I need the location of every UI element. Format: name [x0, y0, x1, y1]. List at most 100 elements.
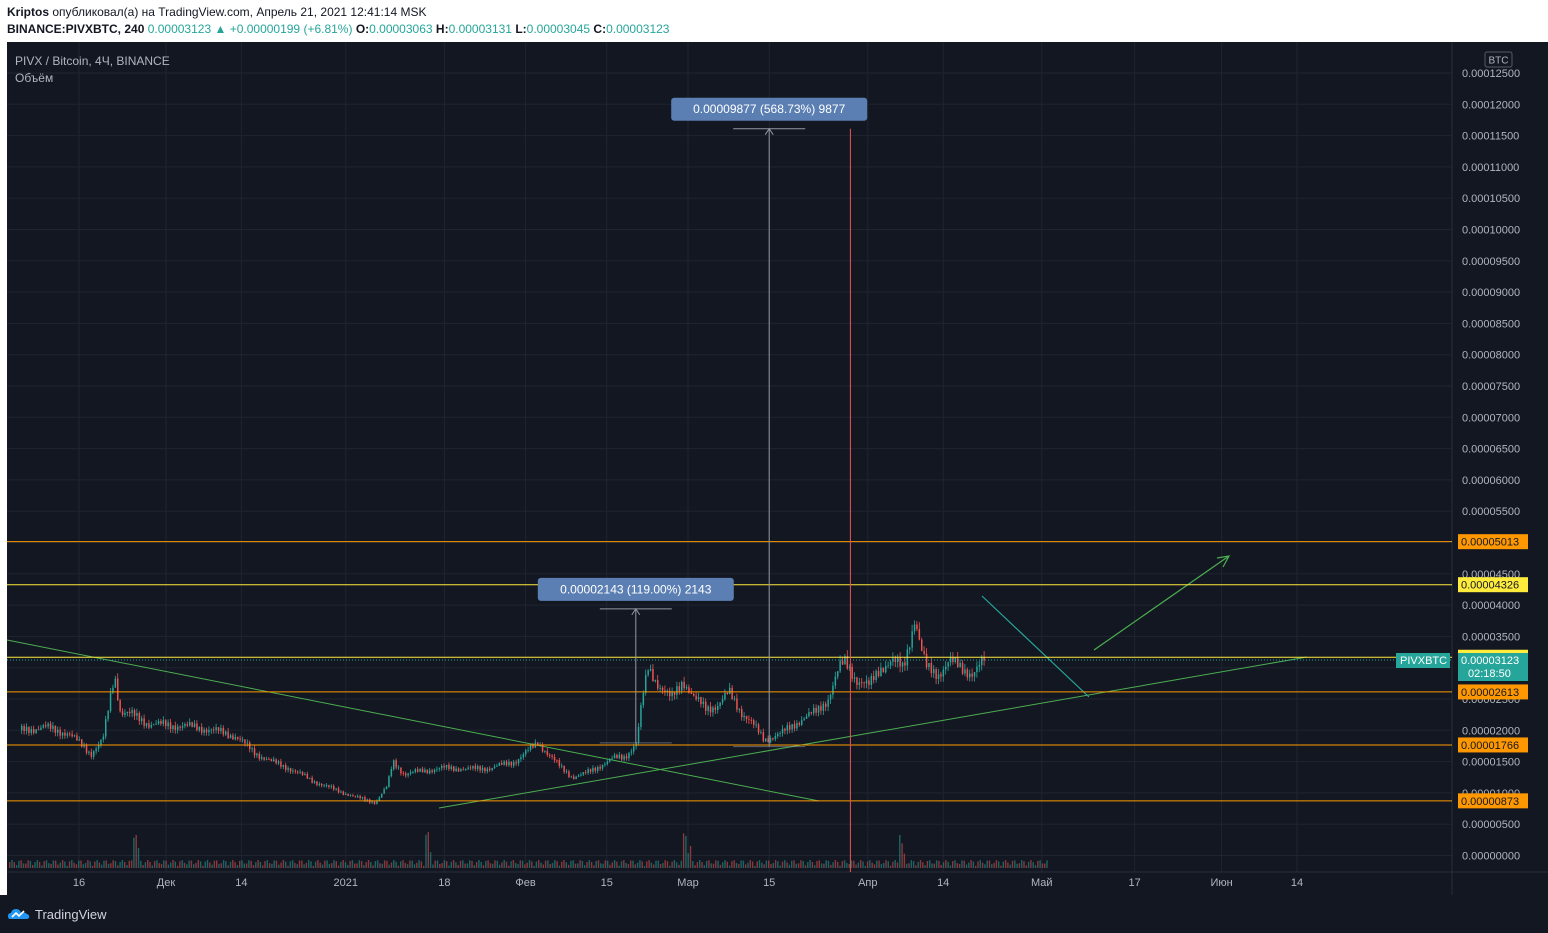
candle-body	[587, 769, 589, 773]
volume-bar	[257, 860, 259, 868]
volume-bar	[535, 861, 538, 868]
volume-bar	[922, 862, 924, 868]
volume-bar	[112, 860, 114, 868]
candle-body	[191, 722, 193, 728]
volume-bar	[452, 860, 455, 868]
candle-body	[539, 744, 541, 747]
volume-bar	[271, 863, 273, 868]
volume-bar	[975, 865, 977, 868]
candle-body	[462, 769, 465, 771]
volume-bar	[604, 860, 607, 868]
series-title[interactable]: PIVX / Bitcoin, 4Ч, BINANCE	[15, 54, 170, 68]
candle-body	[203, 729, 205, 733]
candle-body	[513, 762, 515, 766]
candle-body	[61, 732, 64, 736]
level-price-label: 0.00002613	[1461, 687, 1519, 699]
candle-body	[683, 681, 685, 689]
candle-body	[630, 751, 633, 753]
volume-bar	[807, 862, 809, 868]
volume-bar	[751, 861, 754, 868]
candle-body	[172, 725, 174, 730]
candle-body	[777, 733, 779, 736]
candle-body	[897, 657, 899, 662]
candle-body	[357, 795, 359, 797]
volume-bar	[418, 860, 420, 868]
volume-bar	[508, 865, 510, 868]
volume-bar	[259, 861, 262, 868]
volume-bar	[786, 862, 788, 868]
volume-bar	[133, 837, 135, 868]
candle-body	[220, 728, 222, 731]
volume-bar	[850, 860, 853, 868]
volume-bar	[409, 860, 411, 868]
volume-indicator-label[interactable]: Объём	[15, 71, 54, 85]
candle-body	[217, 727, 220, 731]
volume-bar	[929, 860, 931, 868]
volume-bar	[793, 860, 795, 868]
volume-bar	[264, 861, 266, 868]
candle-body	[868, 680, 870, 685]
volume-bar	[66, 865, 68, 868]
candle-body	[577, 775, 580, 777]
candle-body	[155, 723, 157, 725]
chart-pane[interactable]	[7, 42, 1548, 895]
volume-bar	[250, 860, 252, 868]
volume-bar	[1014, 860, 1016, 868]
candle-body	[493, 766, 496, 768]
volume-bar	[926, 860, 929, 868]
volume-bar	[961, 860, 963, 868]
candle-body	[863, 682, 865, 684]
candle-body	[189, 722, 191, 726]
candle-body	[553, 756, 556, 761]
volume-bar	[588, 860, 590, 868]
volume-bar	[245, 863, 248, 868]
volume-bar	[738, 864, 740, 868]
volume-bar	[694, 865, 696, 868]
volume-bar	[600, 863, 602, 868]
candle-body	[793, 724, 796, 729]
candle-body	[880, 667, 882, 677]
measure-arrow-head	[631, 607, 641, 616]
candle-body	[383, 789, 385, 794]
volume-bar	[420, 861, 423, 868]
volume-bar	[648, 860, 650, 868]
candle-body	[957, 657, 959, 668]
candle-body	[277, 761, 280, 764]
volume-bar	[634, 864, 636, 868]
candle-body	[748, 719, 750, 720]
volume-bar	[942, 862, 945, 868]
volume-bar	[703, 865, 705, 868]
volume-bar	[710, 863, 712, 868]
candle-body	[568, 771, 570, 777]
volume-bar	[342, 860, 344, 868]
candle-body	[628, 752, 630, 759]
volume-bar	[563, 860, 565, 868]
candle-body	[693, 693, 695, 696]
candle-body	[594, 767, 597, 771]
volume-bar	[172, 860, 174, 868]
volume-bar	[448, 865, 450, 868]
author-name[interactable]: Kriptos	[7, 5, 49, 19]
candle-body	[438, 768, 441, 770]
volume-bar	[687, 853, 689, 868]
candle-body	[467, 767, 469, 769]
volume-bar	[213, 860, 216, 868]
volume-bar	[639, 860, 641, 868]
volume-bar	[669, 865, 671, 868]
volume-bar	[372, 865, 374, 868]
level-price-badge	[1458, 534, 1528, 550]
candle-body	[664, 690, 666, 692]
volume-bar	[540, 862, 542, 868]
y-tick-label: 0.00012500	[1462, 68, 1520, 80]
level-price-badge	[1458, 684, 1528, 700]
volume-bar	[795, 863, 797, 868]
candle-body	[544, 751, 546, 752]
volume-bar	[574, 863, 577, 868]
price-range-measure: 0.00002143 (119.00%) 2143	[537, 577, 734, 744]
volume-bar	[945, 860, 947, 868]
brand-logo[interactable]: TradingView	[7, 906, 107, 922]
candle-body	[585, 772, 587, 773]
candle-body	[169, 722, 172, 730]
candle-body	[460, 769, 462, 772]
